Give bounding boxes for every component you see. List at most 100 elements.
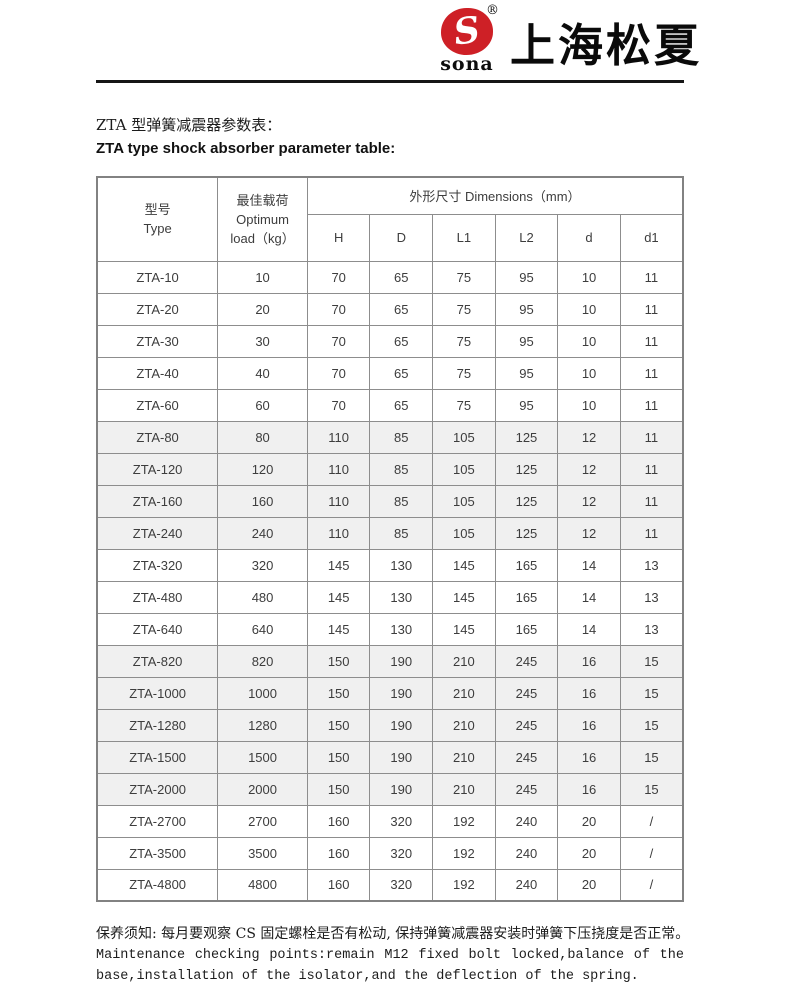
model-cell: ZTA-30 [96,324,219,358]
table-row: ZTA-1000 1000 150 190 210 245 16 15 [96,676,684,710]
model-cell: ZTA-3500 [96,836,219,870]
value-cell: 70 [306,388,371,422]
value-cell: 13 [619,580,684,614]
value-cell: 12 [557,452,621,486]
value-cell: 210 [432,708,496,742]
value-cell: 240 [494,868,559,902]
value-cell: 75 [432,388,496,422]
value-cell: 110 [306,452,371,486]
value-cell: 15 [619,676,684,710]
value-cell: 150 [306,772,371,806]
value-cell: / [619,804,684,838]
value-cell: 75 [432,260,496,294]
company-name: 上海松夏 [509,19,702,72]
table-row: ZTA-240 240 110 85 105 125 12 11 [96,516,684,550]
table-row: ZTA-2000 2000 150 190 210 245 16 15 [96,772,684,806]
maintenance-note-en-line1: Maintenance checking points:remain M12 f… [96,948,684,963]
value-cell: 10 [557,356,621,390]
value-cell: 192 [432,804,496,838]
brand-header: S ® sona 上海松夏 [96,0,699,83]
col-header-d1: d1 [619,213,684,262]
value-cell: 150 [306,740,371,774]
value-cell: 245 [494,740,559,774]
col-header-load-zh: 最佳载荷 [236,192,289,208]
value-cell: 10 [217,260,308,294]
value-cell: 105 [432,452,496,486]
value-cell: 320 [369,868,434,902]
value-cell: 210 [432,772,496,806]
value-cell: 245 [494,676,559,710]
table-row: ZTA-10 10 70 65 75 95 10 11 [96,260,684,294]
value-cell: 150 [306,644,371,678]
value-cell: 15 [619,644,684,678]
value-cell: 120 [217,452,308,486]
value-cell: 70 [306,260,371,294]
value-cell: 11 [619,388,684,422]
value-cell: 16 [557,740,621,774]
value-cell: 160 [306,868,371,902]
value-cell: 1500 [217,740,308,774]
value-cell: 16 [557,676,621,710]
value-cell: 320 [369,836,434,870]
value-cell: 110 [306,484,371,518]
company-logo: S ® sona 上海松夏 [434,3,702,75]
table-row: ZTA-80 80 110 85 105 125 12 11 [96,420,684,454]
model-cell: ZTA-2700 [96,804,219,838]
value-cell: 1000 [217,676,308,710]
value-cell: 20 [557,868,621,902]
value-cell: 105 [432,420,496,454]
model-cell: ZTA-1500 [96,740,219,774]
table-row: ZTA-480 480 145 130 145 165 14 13 [96,580,684,614]
value-cell: 110 [306,420,371,454]
value-cell: 150 [306,676,371,710]
model-cell: ZTA-40 [96,356,219,390]
col-header-load-en2: load（kg） [230,230,295,246]
value-cell: 20 [217,292,308,326]
value-cell: 65 [369,324,434,358]
value-cell: 240 [494,836,559,870]
value-cell: 160 [306,836,371,870]
value-cell: 105 [432,516,496,550]
value-cell: 10 [557,260,621,294]
table-row: ZTA-1280 1280 150 190 210 245 16 15 [96,708,684,742]
table-row: ZTA-4800 4800 160 320 192 240 20/ [96,868,684,902]
value-cell: 12 [557,516,621,550]
value-cell: 11 [619,452,684,486]
col-header-l1: L1 [432,213,496,262]
table-row: ZTA-160 160 110 85 105 125 12 11 [96,484,684,518]
col-header-d: d [557,213,621,262]
value-cell: 75 [432,292,496,326]
value-cell: 14 [557,548,621,582]
value-cell: 10 [557,324,621,358]
header-row-2: H D L1 L2 d d1 [97,213,684,262]
value-cell: 11 [619,292,684,326]
value-cell: 65 [369,260,434,294]
model-cell: ZTA-480 [96,580,219,614]
table-row: ZTA-640 640 145 130 145 165 14 13 [96,612,684,646]
value-cell: 125 [494,420,559,454]
model-cell: ZTA-320 [96,548,219,582]
value-cell: 95 [494,324,559,358]
page-title-en: ZTA type shock absorber parameter table: [96,140,396,157]
brand-name: sona [440,53,494,75]
value-cell: 4800 [217,868,308,902]
value-cell: 11 [619,420,684,454]
value-cell: 30 [217,324,308,358]
value-cell: 2000 [217,772,308,806]
value-cell: 190 [369,772,434,806]
col-header-d: D [369,213,434,262]
value-cell: 125 [494,516,559,550]
value-cell: 2700 [217,804,308,838]
table-row: ZTA-40 40 70 65 75 95 10 11 [96,356,684,390]
model-cell: ZTA-640 [96,612,219,646]
maintenance-note-zh: 保养须知: 每月要观察 CS 固定螺栓是否有松动, 保持弹簧减震器安装时弹簧下压… [96,926,690,942]
value-cell: 70 [306,292,371,326]
value-cell: / [619,836,684,870]
table-row: ZTA-20 20 70 65 75 95 10 11 [96,292,684,326]
value-cell: 15 [619,772,684,806]
model-cell: ZTA-1000 [96,676,219,710]
table-row: ZTA-1500 1500 150 190 210 245 16 15 [96,740,684,774]
value-cell: 125 [494,452,559,486]
value-cell: 3500 [217,836,308,870]
value-cell: 245 [494,772,559,806]
